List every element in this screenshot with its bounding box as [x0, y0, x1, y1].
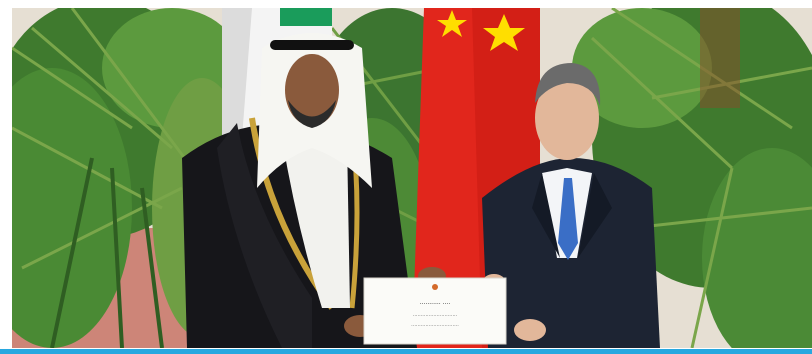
diplomatic-ceremony-photo: ........... .... .......................…	[12, 8, 812, 348]
accent-bottom-bar	[0, 349, 812, 354]
flag-star-small	[437, 10, 467, 37]
flag-star-large	[483, 14, 525, 51]
letter-line-3: ..............................	[411, 322, 459, 328]
kuwaiti-official-figure	[182, 33, 446, 348]
credentials-letter: ........... .... .......................…	[363, 277, 507, 345]
chinese-official-figure	[482, 63, 660, 348]
letter-line-1: ........... ....	[420, 299, 451, 306]
letter-line-2: ............................	[413, 312, 458, 318]
